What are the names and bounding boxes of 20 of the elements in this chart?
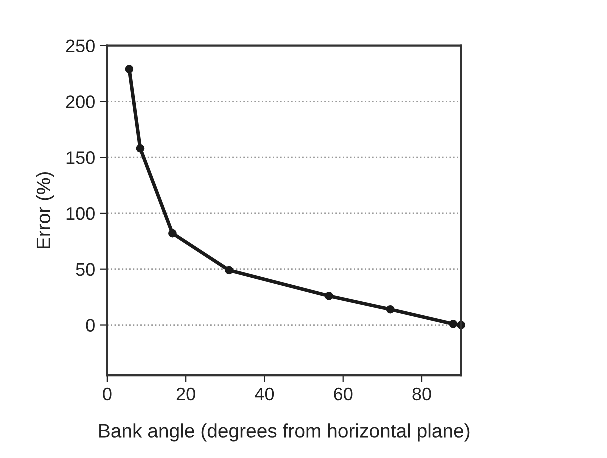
y-axis-title: Error (%) <box>36 172 54 249</box>
x-tick-label: 60 <box>334 388 353 401</box>
x-axis-title: Bank angle (degrees from horizontal plane) <box>100 424 470 442</box>
x-tick-label: 40 <box>255 388 274 401</box>
point <box>125 65 134 74</box>
y-tick-label: 250 <box>66 40 95 53</box>
x-tick-label: 80 <box>412 388 432 401</box>
point <box>386 305 395 314</box>
point <box>225 266 234 275</box>
point <box>136 144 145 153</box>
x-tick-label: 20 <box>176 388 196 401</box>
point <box>168 229 177 238</box>
y-tick-label: 100 <box>66 207 95 220</box>
x-tick-label: 0 <box>103 388 112 401</box>
point <box>449 320 458 328</box>
y-tick-label: 200 <box>66 96 95 108</box>
y-tick-label: 50 <box>76 263 95 276</box>
y-tick-label: 0 <box>86 319 95 332</box>
y-tick-label: 150 <box>66 152 95 164</box>
point <box>325 292 334 300</box>
